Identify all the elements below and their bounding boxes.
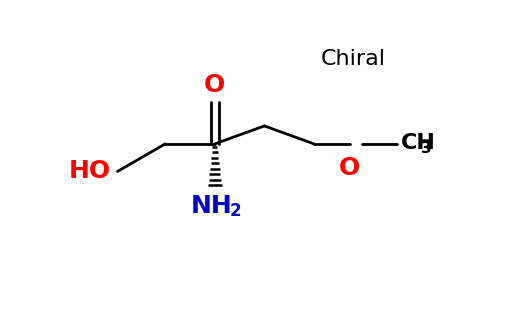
Text: Chiral: Chiral: [321, 49, 386, 69]
Text: HO: HO: [69, 160, 111, 183]
Text: O: O: [339, 156, 360, 180]
Text: 2: 2: [230, 202, 242, 220]
Text: NH: NH: [191, 194, 232, 218]
Text: 3: 3: [421, 141, 432, 156]
Text: CH: CH: [401, 133, 436, 153]
Text: O: O: [204, 73, 225, 97]
